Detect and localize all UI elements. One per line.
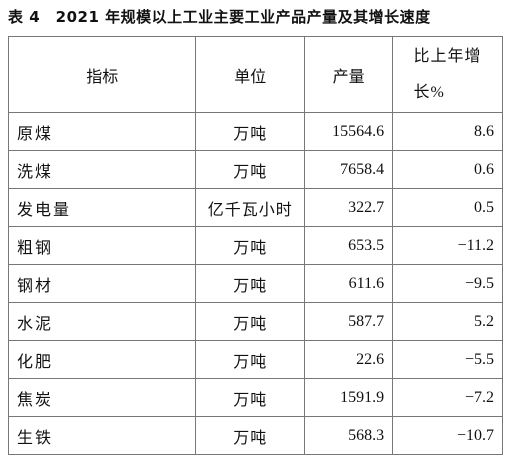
header-cell: 比上年增长% [392,36,503,113]
table-row: 发电量 亿千瓦小时 322.7 0.5 [7,188,503,227]
table-cell: 万吨 [195,150,306,189]
table-cell: 15564.6 [304,112,394,151]
table-cell: 653.5 [304,226,394,265]
header-cell: 指标 [7,36,197,113]
table-row: 粗钢 万吨 653.5 −11.2 [7,226,503,265]
header-text: 产量 [332,68,365,86]
table-title: 表 4 2021 年规模以上工业主要工业产品产量及其增长速度 [8,8,431,26]
table-cell: 22.6 [304,340,394,379]
table-cell: 生铁 [7,416,197,455]
table-cell: 化肥 [7,340,197,379]
table-body: 原煤 万吨 15564.6 8.6 洗煤 万吨 7658.4 0.6 发电量 亿千瓦小时 322.7… [7,112,503,455]
header-text: 比上年增长% [413,47,482,101]
header-row: 指标 单位 产量 比上年增长% [7,36,503,113]
table-row: 水泥 万吨 587.7 5.2 [7,302,503,341]
table-cell: 水泥 [7,302,197,341]
header-text: 指标 [86,68,119,86]
table-cell: 0.6 [392,150,503,189]
data-table: 指标 单位 产量 比上年增长% 原煤 万吨 15564.6 8.6 洗煤 万吨 7658.4 0.6… [7,36,503,455]
header-cell: 单位 [195,36,306,113]
table-cell: 万吨 [195,226,306,265]
table-cell: 万吨 [195,112,306,151]
table-cell: 发电量 [7,188,197,227]
table-row: 洗煤 万吨 7658.4 0.6 [7,150,503,189]
table-cell: 钢材 [7,264,197,303]
table-cell: 亿千瓦小时 [195,188,306,227]
table-cell: 粗钢 [7,226,197,265]
table-row: 原煤 万吨 15564.6 8.6 [7,112,503,151]
table-cell: 568.3 [304,416,394,455]
table-cell: 万吨 [195,302,306,341]
table-cell: 万吨 [195,264,306,303]
table-cell: 7658.4 [304,150,394,189]
table-cell: 洗煤 [7,150,197,189]
table-cell: −10.7 [392,416,503,455]
table-cell: 万吨 [195,378,306,417]
table-cell: 原煤 [7,112,197,151]
table-row: 焦炭 万吨 1591.9 −7.2 [7,378,503,417]
table-row: 钢材 万吨 611.6 −9.5 [7,264,503,303]
table-cell: −9.5 [392,264,503,303]
table-cell: 611.6 [304,264,394,303]
table-cell: 8.6 [392,112,503,151]
table-cell: −7.2 [392,378,503,417]
table-cell: 万吨 [195,416,306,455]
table-cell: 1591.9 [304,378,394,417]
table-cell: −11.2 [392,226,503,265]
table-cell: 0.5 [392,188,503,227]
header-text: 单位 [234,68,267,86]
table-row: 生铁 万吨 568.3 −10.7 [7,416,503,455]
table-cell: −5.5 [392,340,503,379]
table-cell: 5.2 [392,302,503,341]
header-cell: 产量 [304,36,394,113]
table-cell: 焦炭 [7,378,197,417]
table-cell: 万吨 [195,340,306,379]
table-row: 化肥 万吨 22.6 −5.5 [7,340,503,379]
table-cell: 322.7 [304,188,394,227]
table-cell: 587.7 [304,302,394,341]
